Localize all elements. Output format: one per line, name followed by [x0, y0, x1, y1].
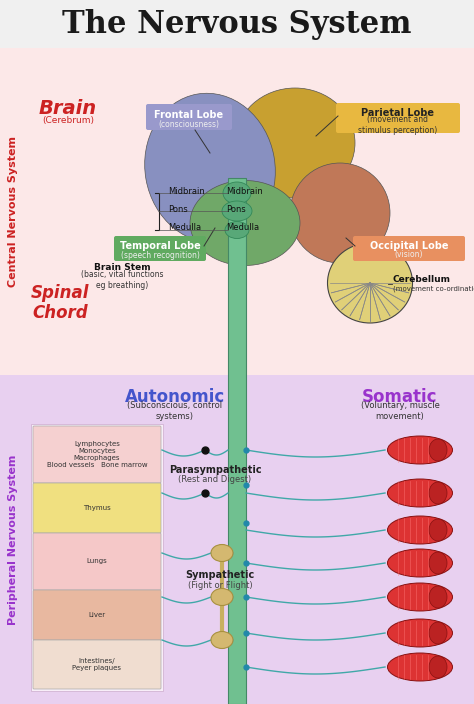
Text: Thymus: Thymus — [83, 505, 111, 511]
Text: Midbrain: Midbrain — [226, 187, 263, 196]
Text: Parietal Lobe: Parietal Lobe — [362, 108, 435, 118]
Ellipse shape — [429, 656, 447, 678]
Ellipse shape — [429, 519, 447, 541]
Ellipse shape — [388, 516, 453, 544]
Text: Medulla: Medulla — [226, 223, 259, 232]
Text: (Subconscious, control
systems): (Subconscious, control systems) — [128, 401, 223, 421]
Text: Brain Stem: Brain Stem — [94, 263, 150, 272]
Text: (movement co-ordination): (movement co-ordination) — [393, 286, 474, 292]
Text: Sympathetic: Sympathetic — [185, 570, 255, 580]
Ellipse shape — [388, 653, 453, 681]
Text: Lymphocytes
Monocytes
Macrophages
Blood vessels   Bone marrow: Lymphocytes Monocytes Macrophages Blood … — [46, 441, 147, 468]
Text: (vision): (vision) — [395, 251, 423, 260]
Text: (Voluntary, muscle
movement): (Voluntary, muscle movement) — [361, 401, 439, 421]
FancyBboxPatch shape — [33, 590, 161, 640]
Text: Autonomic: Autonomic — [125, 388, 225, 406]
Ellipse shape — [211, 589, 233, 605]
Ellipse shape — [388, 583, 453, 611]
Text: Temporal Lobe: Temporal Lobe — [119, 241, 201, 251]
Text: (speech recognition): (speech recognition) — [120, 251, 200, 260]
Bar — [0, 0, 474, 48]
Ellipse shape — [145, 94, 275, 243]
Text: Peripheral Nervous System: Peripheral Nervous System — [8, 454, 18, 624]
FancyBboxPatch shape — [353, 236, 465, 261]
Ellipse shape — [388, 436, 453, 464]
Text: Pons: Pons — [168, 204, 188, 213]
Text: Pons: Pons — [226, 204, 246, 213]
Text: Brain: Brain — [39, 99, 97, 118]
Bar — [0, 48, 474, 375]
Ellipse shape — [429, 586, 447, 608]
Text: (Cerebrum): (Cerebrum) — [42, 116, 94, 125]
Ellipse shape — [388, 549, 453, 577]
Text: The Nervous System: The Nervous System — [62, 8, 412, 39]
Text: Occipital Lobe: Occipital Lobe — [370, 241, 448, 251]
FancyBboxPatch shape — [31, 424, 163, 691]
Ellipse shape — [388, 619, 453, 647]
Text: Somatic: Somatic — [362, 388, 438, 406]
Text: Lungs: Lungs — [87, 558, 108, 565]
Text: Cerebellum: Cerebellum — [393, 275, 451, 284]
Ellipse shape — [211, 631, 233, 648]
Text: (Rest and Digest): (Rest and Digest) — [178, 475, 252, 484]
Ellipse shape — [190, 180, 300, 265]
FancyBboxPatch shape — [33, 640, 161, 689]
Ellipse shape — [290, 163, 390, 263]
FancyBboxPatch shape — [33, 483, 161, 533]
FancyBboxPatch shape — [33, 426, 161, 483]
Text: (basic, vital functions
eg breathing): (basic, vital functions eg breathing) — [81, 270, 163, 290]
Text: Spinal
Chord: Spinal Chord — [31, 284, 89, 322]
FancyBboxPatch shape — [114, 236, 206, 261]
Ellipse shape — [429, 482, 447, 504]
Text: Frontal Lobe: Frontal Lobe — [155, 110, 224, 120]
Text: Liver: Liver — [89, 612, 106, 618]
Text: Medulla: Medulla — [168, 223, 201, 232]
Ellipse shape — [429, 439, 447, 461]
Ellipse shape — [388, 479, 453, 507]
Ellipse shape — [211, 544, 233, 562]
Text: Central Nervous System: Central Nervous System — [8, 136, 18, 287]
FancyBboxPatch shape — [33, 533, 161, 590]
Ellipse shape — [429, 552, 447, 574]
Text: Midbrain: Midbrain — [168, 187, 205, 196]
Ellipse shape — [328, 243, 412, 323]
Ellipse shape — [223, 182, 251, 204]
Text: (consciousness): (consciousness) — [158, 120, 219, 129]
Text: Intestines/
Peyer plaques: Intestines/ Peyer plaques — [73, 658, 121, 671]
Text: (Fight or Flight): (Fight or Flight) — [188, 581, 252, 589]
FancyBboxPatch shape — [146, 104, 232, 130]
Text: (movement and
stimulus perception): (movement and stimulus perception) — [358, 115, 438, 134]
Text: Parasympathetic: Parasympathetic — [169, 465, 261, 475]
Ellipse shape — [222, 201, 252, 221]
Ellipse shape — [225, 222, 249, 239]
Bar — [0, 375, 474, 704]
Ellipse shape — [429, 622, 447, 644]
Ellipse shape — [235, 88, 355, 198]
Bar — [228, 178, 246, 704]
FancyBboxPatch shape — [336, 103, 460, 133]
